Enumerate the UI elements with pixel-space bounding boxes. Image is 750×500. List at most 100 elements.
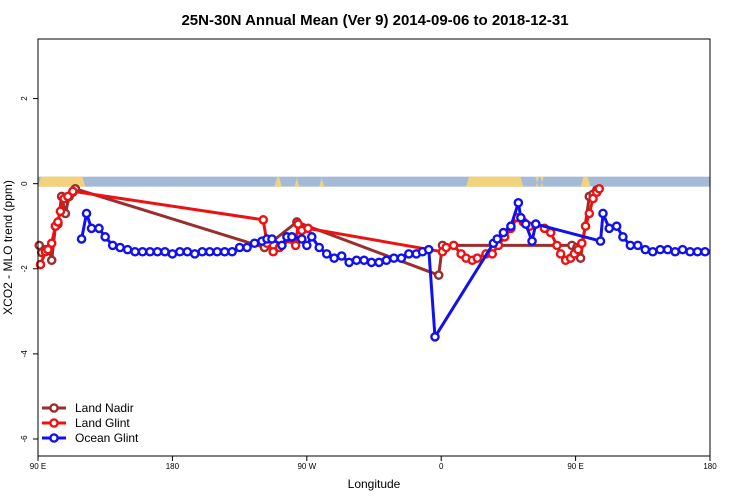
data-point	[68, 186, 78, 197]
data-point	[359, 255, 369, 266]
data-point	[212, 246, 222, 257]
chart-title: 25N-30N Annual Mean (Ver 9) 2014-09-06 t…	[181, 12, 568, 29]
y-tick-label: 0	[20, 181, 29, 186]
series-layer	[34, 183, 710, 342]
legend-label: Land Nadir	[75, 401, 134, 415]
data-point	[167, 249, 178, 259]
data-point	[115, 242, 125, 253]
data-point	[580, 221, 591, 232]
data-point	[423, 244, 434, 255]
data-point	[258, 215, 269, 225]
data-point	[441, 242, 451, 253]
data-point	[219, 246, 230, 257]
data-point	[100, 232, 110, 242]
data-point	[268, 246, 279, 257]
data-point	[227, 246, 237, 257]
legend-label: Land Glint	[75, 416, 130, 430]
data-point	[598, 208, 608, 219]
x-axis-label: Longitude	[348, 477, 401, 491]
data-point	[303, 223, 313, 234]
data-point	[35, 259, 46, 270]
data-point	[351, 255, 362, 266]
data-point	[677, 244, 688, 255]
data-point	[46, 238, 57, 249]
data-point	[633, 240, 643, 251]
data-point	[611, 221, 622, 232]
data-point	[122, 244, 133, 255]
legend-item: Land Glint	[42, 416, 130, 430]
y-tick-label: -4	[20, 350, 29, 358]
data-point	[197, 246, 208, 257]
legend-marker	[49, 433, 59, 443]
data-point	[516, 212, 526, 223]
data-point	[152, 246, 163, 257]
data-point	[76, 234, 87, 244]
data-point	[498, 227, 509, 238]
x-tick-label: 90 E	[567, 462, 583, 471]
data-point	[527, 236, 537, 246]
data-point	[321, 249, 332, 259]
data-point	[640, 244, 651, 255]
y-axis: -6 -4 -2 0 2	[20, 96, 38, 443]
data-point	[249, 238, 260, 249]
legend-item: Ocean Glint	[42, 431, 139, 445]
legend-marker	[49, 418, 59, 428]
land-segment	[466, 176, 524, 187]
data-point	[604, 223, 615, 234]
x-tick-label: 90 E	[30, 462, 46, 471]
data-point	[700, 246, 710, 257]
land-segment	[540, 176, 544, 187]
data-point	[433, 270, 444, 280]
land-segment	[274, 176, 282, 187]
data-point	[234, 242, 245, 253]
data-point	[46, 255, 57, 266]
data-point	[472, 253, 483, 263]
data-point	[492, 234, 503, 244]
x-tick-label: 180	[166, 462, 180, 471]
legend-label: Ocean Glint	[75, 431, 139, 445]
data-point	[267, 234, 277, 244]
data-point	[552, 240, 562, 251]
data-point	[242, 242, 252, 253]
data-point	[506, 221, 516, 232]
data-point	[297, 234, 307, 244]
data-point	[306, 232, 317, 242]
data-point	[430, 332, 440, 342]
data-point	[204, 246, 215, 257]
data-point	[55, 206, 66, 217]
series-land-glint	[35, 183, 605, 270]
land-segment	[38, 176, 86, 187]
x-tick-label: 180	[703, 462, 717, 471]
data-point	[655, 244, 666, 255]
data-point	[521, 219, 531, 229]
data-point	[290, 240, 301, 251]
data-point	[448, 240, 459, 251]
land-segment	[319, 176, 325, 187]
data-point	[182, 246, 193, 257]
data-point	[94, 223, 104, 234]
data-point	[336, 251, 347, 261]
data-point	[287, 232, 297, 242]
data-point	[130, 246, 140, 257]
data-point	[344, 257, 354, 268]
data-point	[555, 249, 566, 259]
data-point	[594, 183, 605, 194]
data-point	[277, 240, 287, 251]
x-tick-label: 0	[439, 462, 444, 471]
data-point	[575, 253, 586, 263]
legend-item: Land Nadir	[42, 401, 134, 415]
data-point	[487, 249, 498, 259]
data-point	[107, 240, 118, 251]
x-axis: 90 E 180 90 W 0 90 E 180	[30, 456, 717, 471]
data-point	[685, 246, 695, 257]
data-point	[381, 255, 392, 266]
data-point	[595, 236, 606, 246]
y-tick-label: 2	[20, 96, 29, 101]
legend-marker	[49, 403, 59, 413]
data-point	[389, 253, 399, 263]
data-point	[647, 246, 658, 257]
data-point	[662, 244, 673, 255]
data-point	[81, 208, 92, 219]
data-point	[86, 223, 97, 234]
